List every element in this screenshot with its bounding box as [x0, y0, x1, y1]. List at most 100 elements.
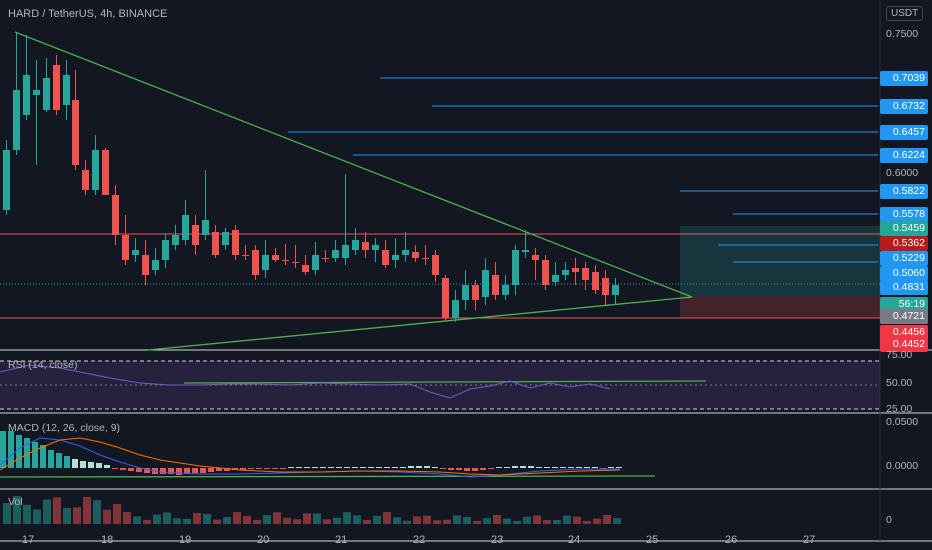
time-tick: 27 — [803, 534, 816, 546]
candle — [162, 240, 169, 260]
macd-histogram-bar — [272, 468, 278, 469]
volume-bar — [253, 519, 261, 524]
volume-bar — [103, 509, 111, 524]
macd-tick: 0.0000 — [886, 460, 919, 472]
candle — [572, 268, 579, 272]
macd-histogram-bar — [120, 468, 126, 470]
volume-bar — [213, 519, 221, 524]
macd-histogram-bar — [320, 467, 326, 468]
symbol-title[interactable]: HARD / TetherUS, 4h, BINANCE — [8, 8, 168, 20]
volume-bar — [393, 517, 401, 524]
time-tick: 18 — [101, 534, 114, 546]
macd-histogram-bar — [264, 468, 270, 469]
candle — [552, 275, 559, 282]
macd-histogram-bar — [520, 466, 526, 468]
price-tag: 0.5362 — [880, 236, 928, 251]
candle — [582, 268, 589, 280]
currency-badge[interactable]: USDT — [886, 6, 924, 21]
macd-histogram-bar — [512, 466, 518, 468]
macd-histogram-bar — [432, 467, 438, 468]
volume-bar — [23, 504, 31, 524]
volume-bar — [533, 515, 541, 524]
volume-bar — [293, 519, 301, 524]
macd-histogram-bar — [336, 467, 342, 468]
macd-histogram-bar — [136, 468, 142, 472]
volume-bar — [263, 515, 271, 524]
macd-histogram-bar — [72, 459, 78, 468]
candle — [292, 262, 299, 263]
volume-bar — [313, 513, 321, 524]
price-tick: 0.7500 — [886, 28, 919, 40]
macd-histogram-bar — [208, 468, 214, 472]
stop-zone — [680, 296, 880, 318]
macd-histogram-bar — [368, 467, 374, 468]
volume-label[interactable]: Vol — [8, 496, 23, 508]
candle — [3, 150, 10, 210]
macd-histogram-bar — [544, 467, 550, 468]
candle — [122, 235, 129, 260]
macd-histogram-bar — [64, 456, 70, 468]
volume-tick: 0 — [886, 514, 892, 526]
candle — [542, 260, 549, 285]
volume-bar — [613, 518, 621, 524]
macd-histogram-bar — [480, 468, 486, 470]
volume-bar — [223, 517, 231, 524]
macd-histogram-bar — [96, 463, 102, 468]
volume-bar — [63, 507, 71, 524]
macd-histogram-bar — [128, 468, 134, 471]
candle — [322, 258, 329, 259]
rsi-label[interactable]: RSI (14, close) — [8, 359, 78, 371]
macd-histogram-bar — [464, 468, 470, 471]
time-tick: 19 — [179, 534, 192, 546]
volume-bar — [423, 515, 431, 524]
macd-histogram-bar — [416, 466, 422, 468]
macd-histogram-bar — [240, 468, 246, 470]
price-tag: 0.5229 — [880, 251, 928, 266]
macd-histogram-bar — [216, 468, 222, 471]
volume-bar — [553, 520, 561, 524]
candle — [402, 250, 409, 255]
macd-histogram-bar — [568, 467, 574, 468]
volume-bar — [243, 515, 251, 524]
candle — [282, 260, 289, 261]
macd-label[interactable]: MACD (12, 26, close, 9) — [8, 422, 121, 434]
candle — [452, 300, 459, 318]
price-tag: 0.6224 — [880, 148, 928, 163]
candle — [382, 250, 389, 265]
macd-histogram-bar — [32, 442, 38, 468]
volume-bar — [33, 509, 41, 524]
candle — [252, 250, 259, 275]
trendline-lower — [147, 296, 693, 351]
candle — [312, 255, 319, 270]
volume-bar — [53, 497, 61, 524]
volume-bar — [233, 512, 241, 524]
macd-histogram-bar — [0, 431, 6, 468]
candle — [512, 250, 519, 285]
macd-histogram-bar — [560, 467, 566, 468]
volume-bar — [43, 499, 51, 524]
volume-bar — [73, 507, 81, 524]
macd-histogram-bar — [592, 467, 598, 468]
macd-histogram-bar — [24, 438, 30, 468]
volume-bar — [443, 519, 451, 524]
volume-bar — [183, 518, 191, 524]
candle — [182, 215, 189, 240]
candle — [532, 255, 539, 260]
price-tag: 0.5822 — [880, 184, 928, 199]
macd-histogram-bar — [448, 468, 454, 470]
volume-bar — [323, 519, 331, 524]
volume-bar — [193, 512, 201, 524]
candle — [522, 250, 529, 252]
macd-histogram-bar — [440, 468, 446, 469]
macd-histogram-bar — [144, 468, 150, 473]
macd-histogram-bar — [488, 468, 494, 469]
price-tag: 0.5578 — [880, 207, 928, 222]
macd-histogram-bar — [224, 468, 230, 471]
rsi-line — [0, 364, 611, 399]
time-tick: 23 — [491, 534, 504, 546]
macd-histogram-bar — [200, 468, 206, 473]
macd-histogram-bar — [248, 468, 254, 469]
candle — [132, 250, 139, 255]
candle — [302, 265, 309, 272]
